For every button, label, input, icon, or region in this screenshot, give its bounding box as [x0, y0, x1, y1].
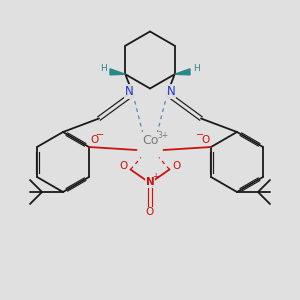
Text: O: O [120, 161, 128, 171]
Text: O: O [172, 161, 180, 171]
Text: N: N [146, 177, 154, 187]
Text: −: − [196, 130, 204, 140]
Text: O: O [90, 135, 98, 146]
Text: +: + [152, 172, 159, 181]
Text: N: N [167, 85, 175, 98]
Text: Co: Co [142, 134, 158, 148]
Text: N: N [125, 85, 134, 98]
Polygon shape [110, 69, 125, 75]
Text: H: H [100, 64, 107, 73]
Text: 3+: 3+ [157, 131, 168, 140]
Text: H: H [193, 64, 200, 73]
Polygon shape [175, 69, 190, 75]
Text: O: O [146, 207, 154, 218]
Text: O: O [202, 135, 210, 146]
Text: −: − [96, 130, 104, 140]
